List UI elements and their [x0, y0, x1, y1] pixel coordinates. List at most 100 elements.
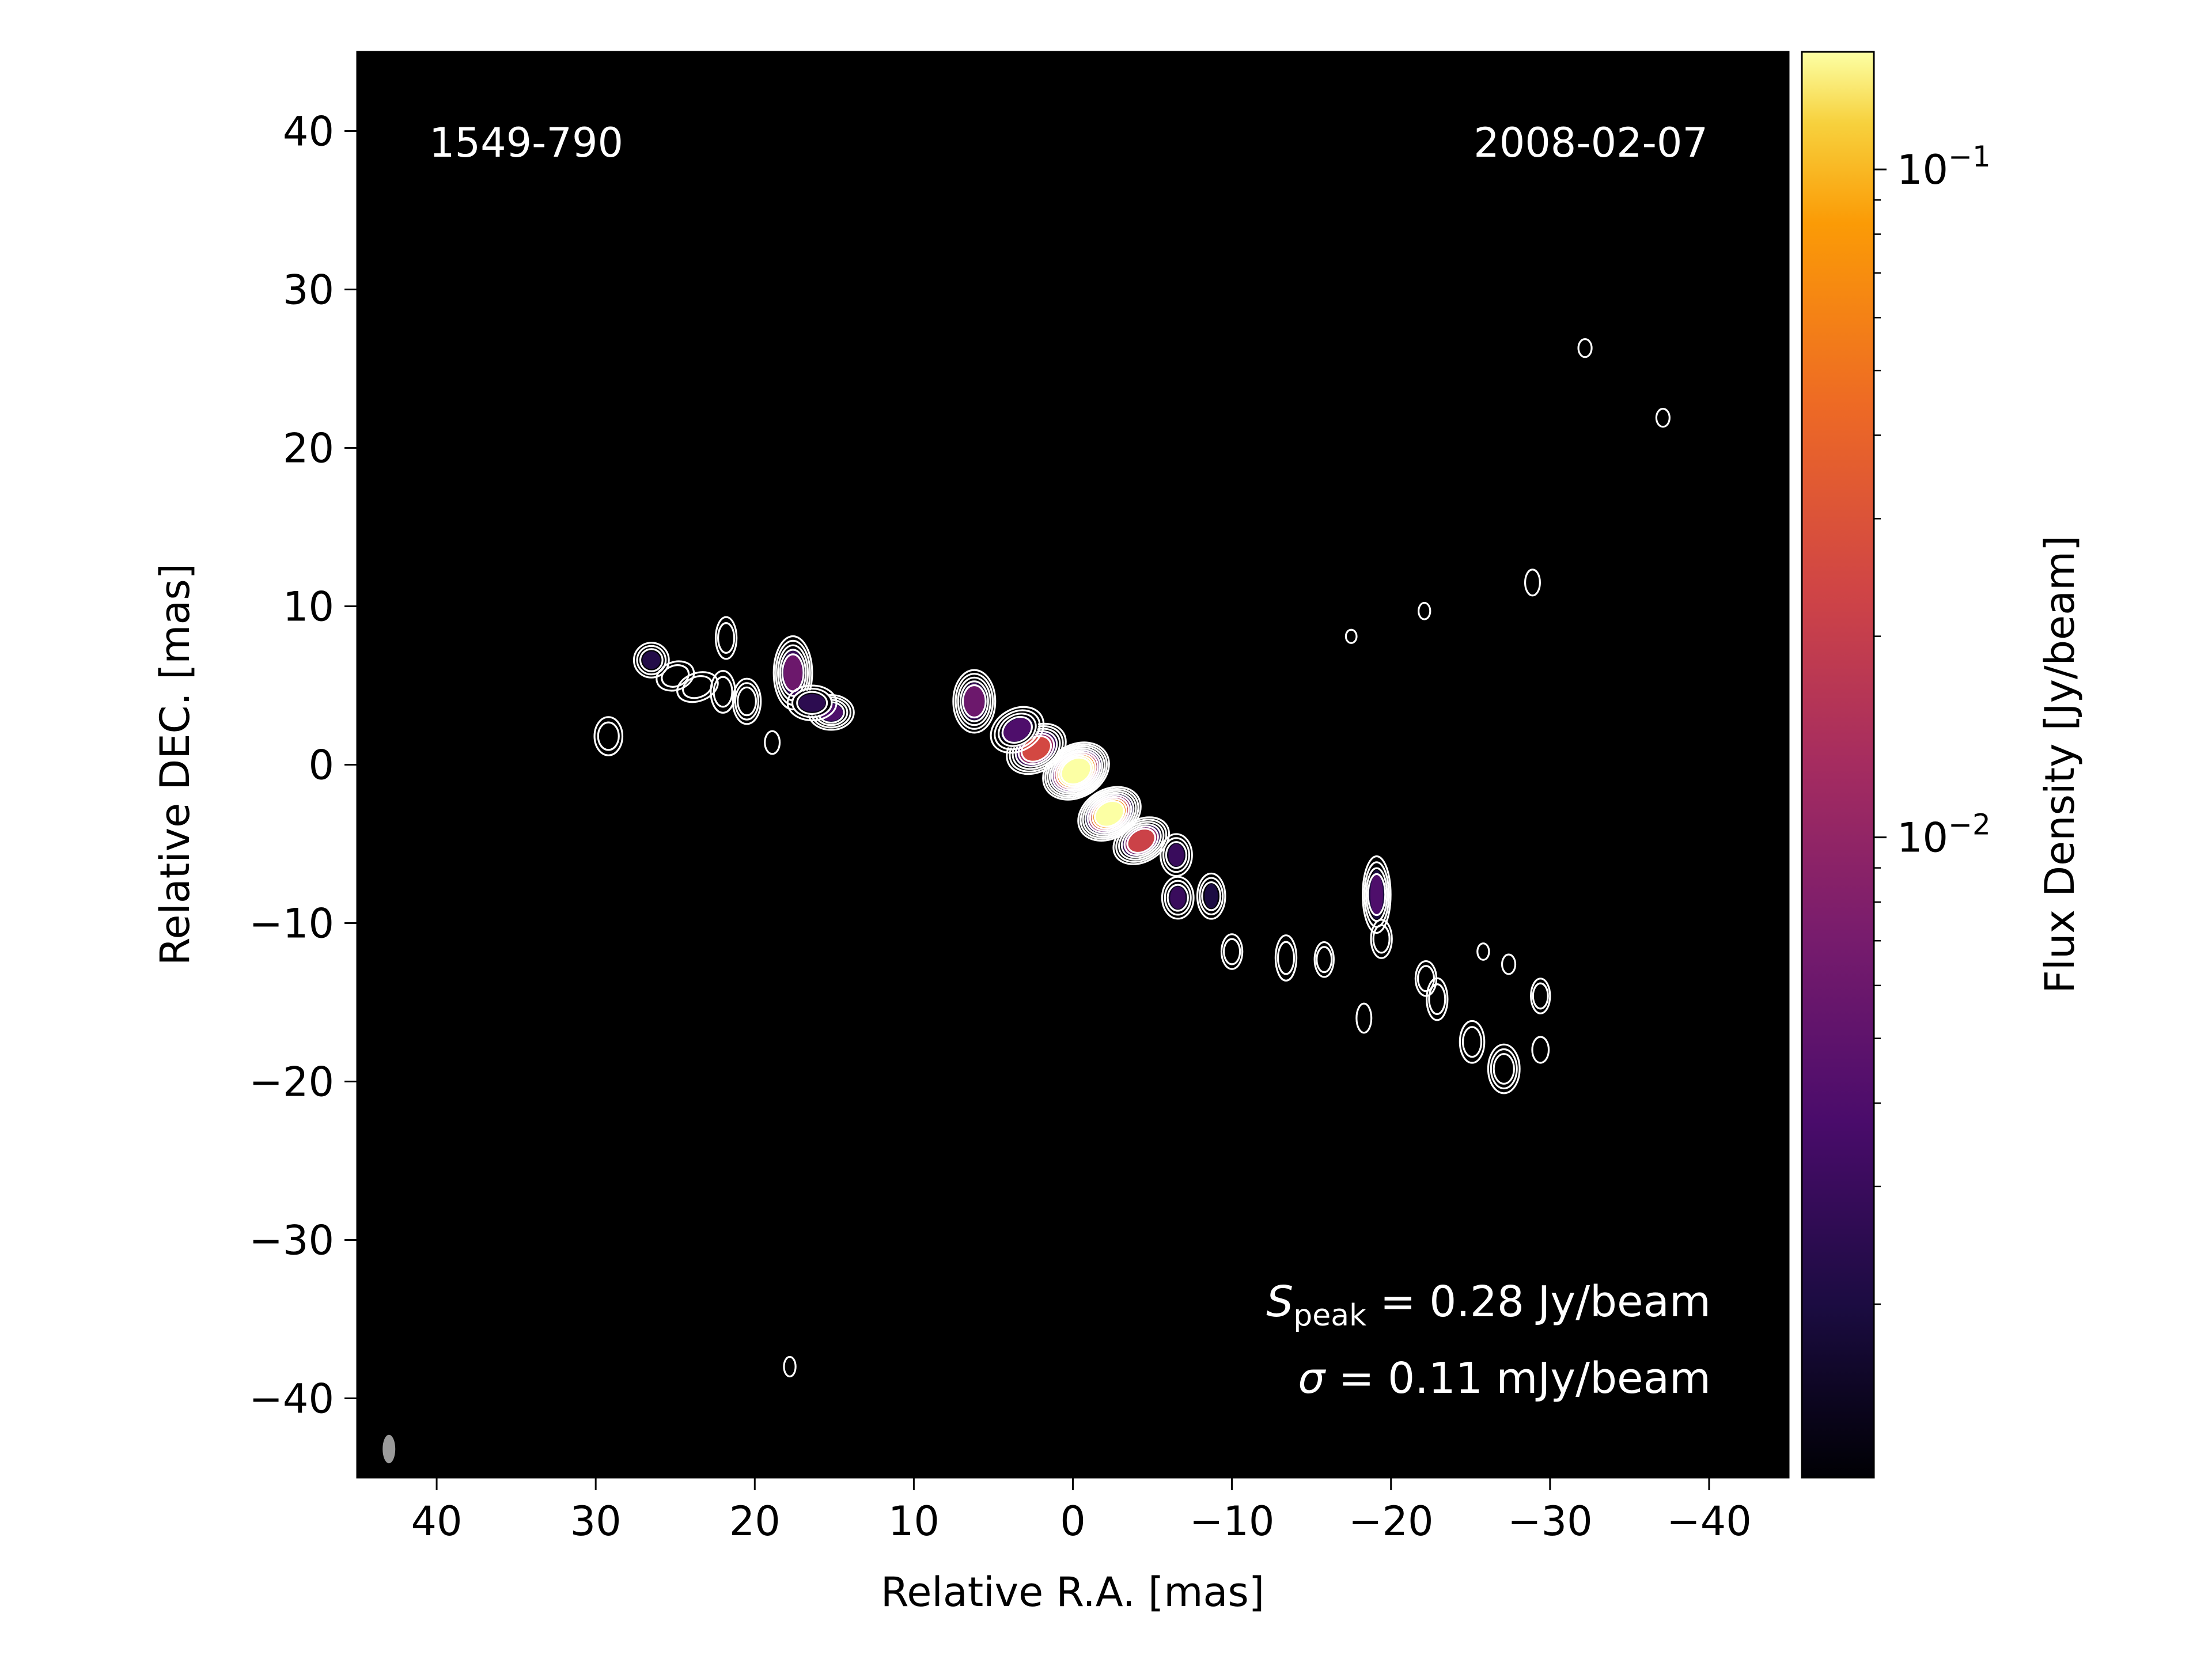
contour-line — [1089, 796, 1130, 832]
contour-line — [714, 616, 738, 660]
y-tick-label: −10 — [249, 900, 334, 948]
y-tick-label: 40 — [283, 108, 334, 156]
contour-line — [1055, 753, 1097, 789]
contour-line — [661, 664, 690, 688]
emission-component — [732, 677, 762, 725]
contour-line — [764, 730, 781, 755]
contour-line — [1490, 1048, 1518, 1090]
peak-subscript: peak — [1293, 1298, 1366, 1333]
contour-line — [593, 716, 624, 756]
emission-fill — [1205, 884, 1218, 908]
contour-line — [1048, 747, 1104, 795]
emission-component — [1487, 1043, 1521, 1094]
contour-line — [779, 649, 807, 697]
contour-line — [990, 706, 1045, 754]
contour-line — [1166, 884, 1189, 912]
contour-line — [1344, 628, 1358, 644]
y-tick-label: 10 — [283, 584, 334, 631]
emission-component — [1077, 786, 1142, 842]
emission-fill — [1168, 843, 1184, 866]
emission-component — [1426, 977, 1449, 1021]
contour-line — [717, 622, 736, 654]
x-tick-label: 0 — [1060, 1498, 1086, 1545]
contour-line — [959, 680, 989, 722]
contour-line — [1058, 755, 1094, 787]
emission-component — [1577, 338, 1593, 358]
y-tick-label: −20 — [249, 1059, 334, 1106]
emission-fill — [1170, 887, 1186, 909]
emission-component — [714, 616, 738, 660]
emission-fill — [1370, 873, 1383, 916]
x-tick-label: 10 — [888, 1498, 940, 1545]
contour-line — [636, 645, 667, 676]
y-axis-label: Relative DEC. [mas] — [151, 563, 199, 965]
contour-line — [1461, 1026, 1483, 1058]
contour-line — [786, 684, 838, 722]
emission-component — [1344, 628, 1358, 644]
emission-component — [783, 1355, 797, 1378]
beam-layer — [382, 1434, 396, 1464]
colorbar-ticks: 10−1 10−2 — [1874, 140, 1991, 1305]
contour-line — [1313, 941, 1335, 978]
peak-symbol: S — [1266, 1277, 1293, 1327]
peak-value: = 0.28 Jy/beam — [1366, 1277, 1711, 1327]
y-tick-label: −30 — [249, 1217, 334, 1264]
emission-component — [772, 635, 813, 711]
contour-line — [710, 670, 736, 714]
contour-line — [1112, 816, 1171, 865]
emission-component — [1220, 933, 1244, 970]
x-axis-ticks: 40 30 20 10 0 −10 −20 −30 −40 — [411, 1478, 1752, 1545]
contour-line — [783, 1355, 797, 1378]
emission-component — [952, 669, 997, 734]
contour-line — [1164, 880, 1192, 916]
contour-line — [1428, 983, 1446, 1015]
emission-fill — [1060, 757, 1092, 785]
emission-component — [1160, 833, 1193, 877]
contour-line — [1053, 751, 1099, 791]
sigma-value: = 0.11 mJy/beam — [1325, 1354, 1711, 1403]
contour-line — [1123, 825, 1159, 856]
contour-line — [994, 709, 1041, 751]
contour-line — [1118, 821, 1165, 861]
emission-fill — [1003, 718, 1031, 742]
emission-component — [1196, 872, 1226, 920]
contour-line — [1355, 1002, 1373, 1034]
source-label: 1549-790 — [429, 119, 623, 166]
x-tick-label: −10 — [1190, 1498, 1275, 1545]
contour-line — [1487, 1043, 1521, 1094]
contour-line — [1046, 745, 1106, 797]
emission-component — [1459, 1020, 1486, 1064]
x-tick-label: 20 — [729, 1498, 781, 1545]
y-tick-label: 0 — [308, 742, 334, 789]
contour-line — [1530, 978, 1551, 1014]
emission-fill — [642, 651, 661, 669]
contour-line — [1077, 786, 1142, 842]
contour-line — [597, 721, 620, 751]
contour-line — [1001, 715, 1033, 744]
contour-line — [1126, 827, 1157, 854]
emission-component — [1501, 953, 1517, 975]
emission-fill — [1094, 801, 1125, 827]
contour-line — [1501, 953, 1517, 975]
emission-component — [764, 730, 781, 755]
x-axis-label: Relative R.A. [mas] — [881, 1569, 1264, 1616]
emission-component — [656, 660, 695, 692]
sigma-symbol: σ — [1298, 1354, 1326, 1403]
contour-line — [1165, 841, 1188, 869]
beam-ellipse — [382, 1434, 396, 1464]
contour-line — [1418, 601, 1431, 620]
contour-line — [1120, 823, 1162, 858]
contour-line — [1115, 819, 1168, 863]
contour-line — [1372, 924, 1391, 954]
colorbar — [1801, 51, 1875, 1479]
contour-line — [1161, 876, 1195, 920]
contour-line — [961, 684, 987, 719]
contour-line — [1051, 749, 1101, 793]
emission-fill — [798, 694, 825, 712]
contour-line — [1524, 569, 1541, 597]
contour-line — [1277, 941, 1296, 975]
contour-line — [1084, 791, 1135, 836]
contour-line — [1655, 408, 1671, 428]
contour-line — [639, 648, 664, 672]
emission-component — [1530, 978, 1551, 1014]
